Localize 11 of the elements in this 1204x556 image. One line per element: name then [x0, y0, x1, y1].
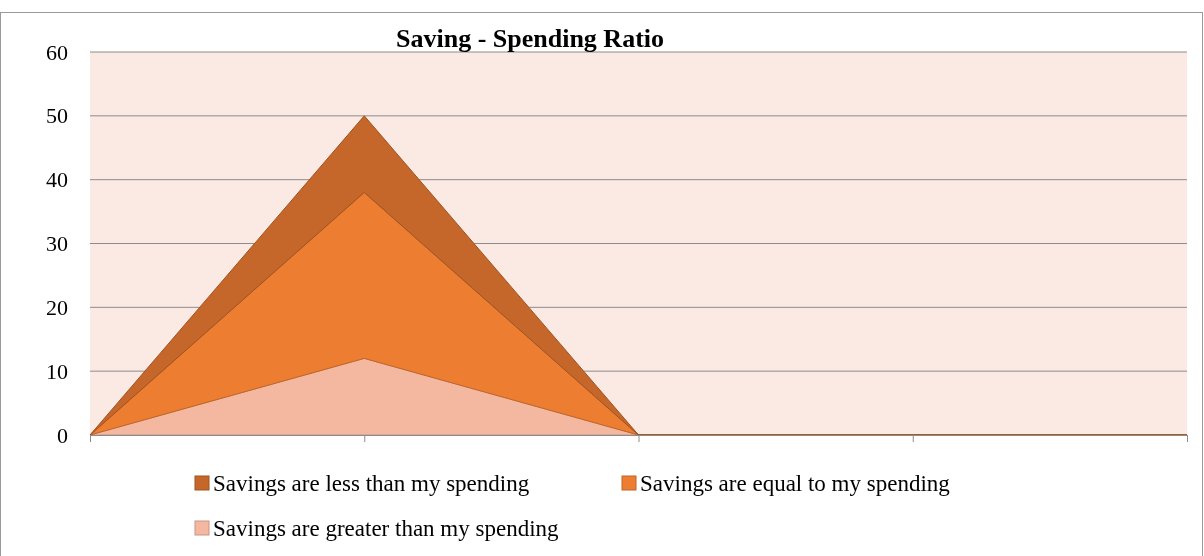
y-tick-label: 0	[57, 422, 68, 448]
y-tick-label: 50	[46, 103, 68, 129]
y-tick-label: 10	[46, 358, 68, 384]
legend-label: Savings are less than my spending	[213, 471, 530, 496]
chart-title: Saving - Spending Ratio	[395, 24, 665, 53]
y-tick-label: 20	[46, 294, 68, 320]
legend-label: Savings are greater than my spending	[213, 516, 560, 541]
y-tick-label: 30	[46, 231, 68, 257]
legend-label: Savings are equal to my spending	[640, 471, 951, 496]
y-tick-label: 40	[46, 167, 68, 193]
y-tick-label: 60	[46, 39, 68, 65]
